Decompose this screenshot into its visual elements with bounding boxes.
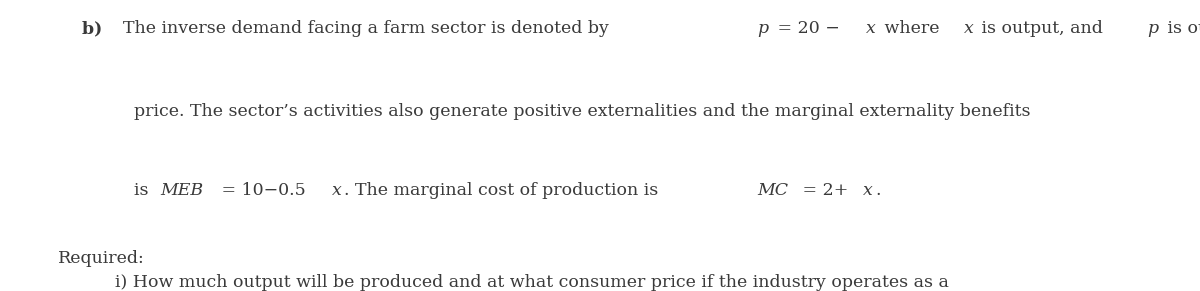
Text: . The marginal cost of production is: . The marginal cost of production is: [344, 182, 664, 199]
Text: = 2+: = 2+: [797, 182, 848, 199]
Text: x: x: [863, 182, 872, 199]
Text: MEB: MEB: [161, 182, 203, 199]
Text: .: .: [876, 182, 881, 199]
Text: b): b): [82, 20, 114, 37]
Text: p: p: [757, 20, 768, 37]
Text: x: x: [866, 20, 876, 37]
Text: MC: MC: [757, 182, 788, 199]
Text: = 20 −: = 20 −: [772, 20, 845, 37]
Text: is output, and: is output, and: [977, 20, 1109, 37]
Text: is: is: [134, 182, 155, 199]
Text: Required:: Required:: [58, 250, 144, 267]
Text: where: where: [878, 20, 944, 37]
Text: = 10−0.5: = 10−0.5: [216, 182, 306, 199]
Text: i) How much output will be produced and at what consumer price if the industry o: i) How much output will be produced and …: [115, 274, 949, 290]
Text: is output: is output: [1162, 20, 1200, 37]
Text: x: x: [964, 20, 973, 37]
Text: The inverse demand facing a farm sector is denoted by: The inverse demand facing a farm sector …: [124, 20, 614, 37]
Text: x: x: [331, 182, 342, 199]
Text: price. The sector’s activities also generate positive externalities and the marg: price. The sector’s activities also gene…: [134, 103, 1031, 120]
Text: p: p: [1147, 20, 1158, 37]
